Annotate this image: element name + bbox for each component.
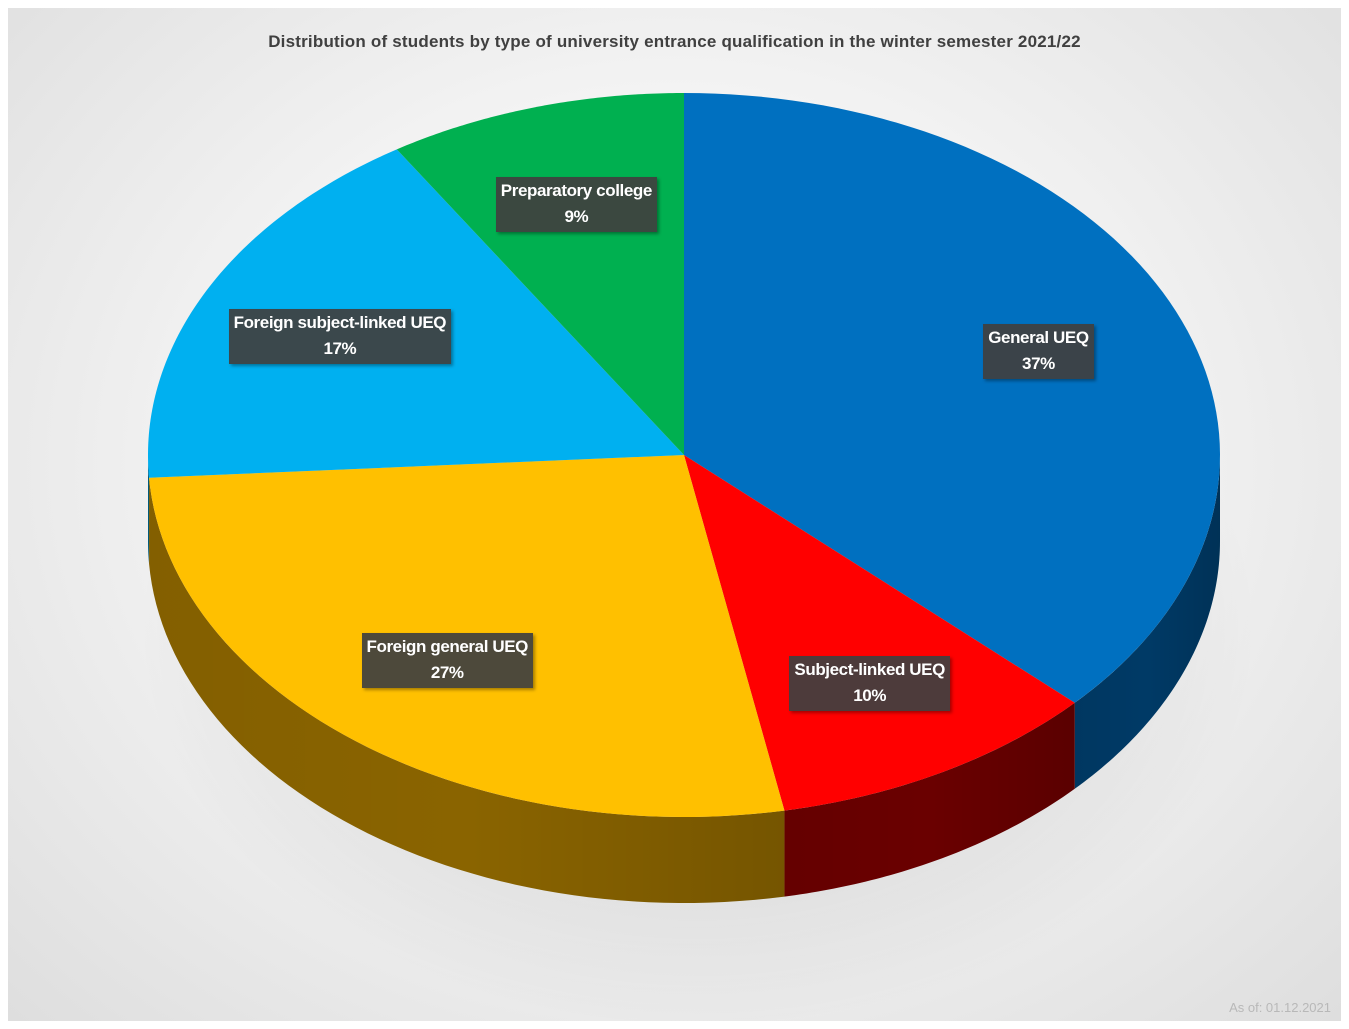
slice-label-preparatory-college: Preparatory college 9% bbox=[495, 177, 657, 233]
slice-label-value: 27% bbox=[430, 663, 464, 683]
slice-label-name: General UEQ bbox=[988, 328, 1089, 347]
pie-side-shade bbox=[784, 702, 1075, 897]
slice-label-name: Subject-linked UEQ bbox=[794, 659, 945, 679]
pie-chart bbox=[138, 93, 1258, 1021]
pie-side-shade bbox=[149, 477, 785, 903]
slice-label-value: 10% bbox=[853, 685, 887, 705]
chart-title: Distribution of students by type of univ… bbox=[268, 32, 1081, 51]
chart-frame: Distribution of students by type of univ… bbox=[8, 8, 1341, 1021]
as-of-date: As of: 01.12.2021 bbox=[1229, 1000, 1331, 1015]
slice-label-name: Foreign general UEQ bbox=[366, 637, 529, 657]
slice-label-name: Foreign subject-linked UEQ bbox=[233, 313, 447, 333]
slice-label-value: 37% bbox=[1022, 354, 1055, 373]
pie-tops bbox=[148, 93, 1220, 817]
slice-label-value: 9% bbox=[564, 207, 589, 227]
pie-slice-general-ueq[interactable] bbox=[684, 93, 1220, 703]
slice-label-name: Preparatory college bbox=[500, 181, 653, 201]
pie-side-shade bbox=[148, 455, 150, 564]
pie-sides bbox=[148, 455, 1220, 903]
slice-label-value: 17% bbox=[323, 339, 357, 359]
slice-label-foreign-subject-linked-ueq: Foreign subject-linked UEQ 17% bbox=[228, 309, 452, 365]
pie-side-shade bbox=[1074, 455, 1220, 789]
slice-label-foreign-general-ueq: Foreign general UEQ 27% bbox=[361, 633, 533, 689]
slice-label-subject-linked-ueq: Subject-linked UEQ 10% bbox=[789, 655, 950, 711]
pie-slice-subject-linked-ueq[interactable] bbox=[684, 455, 1075, 811]
slice-label-general-ueq: General UEQ 37% bbox=[983, 324, 1094, 379]
